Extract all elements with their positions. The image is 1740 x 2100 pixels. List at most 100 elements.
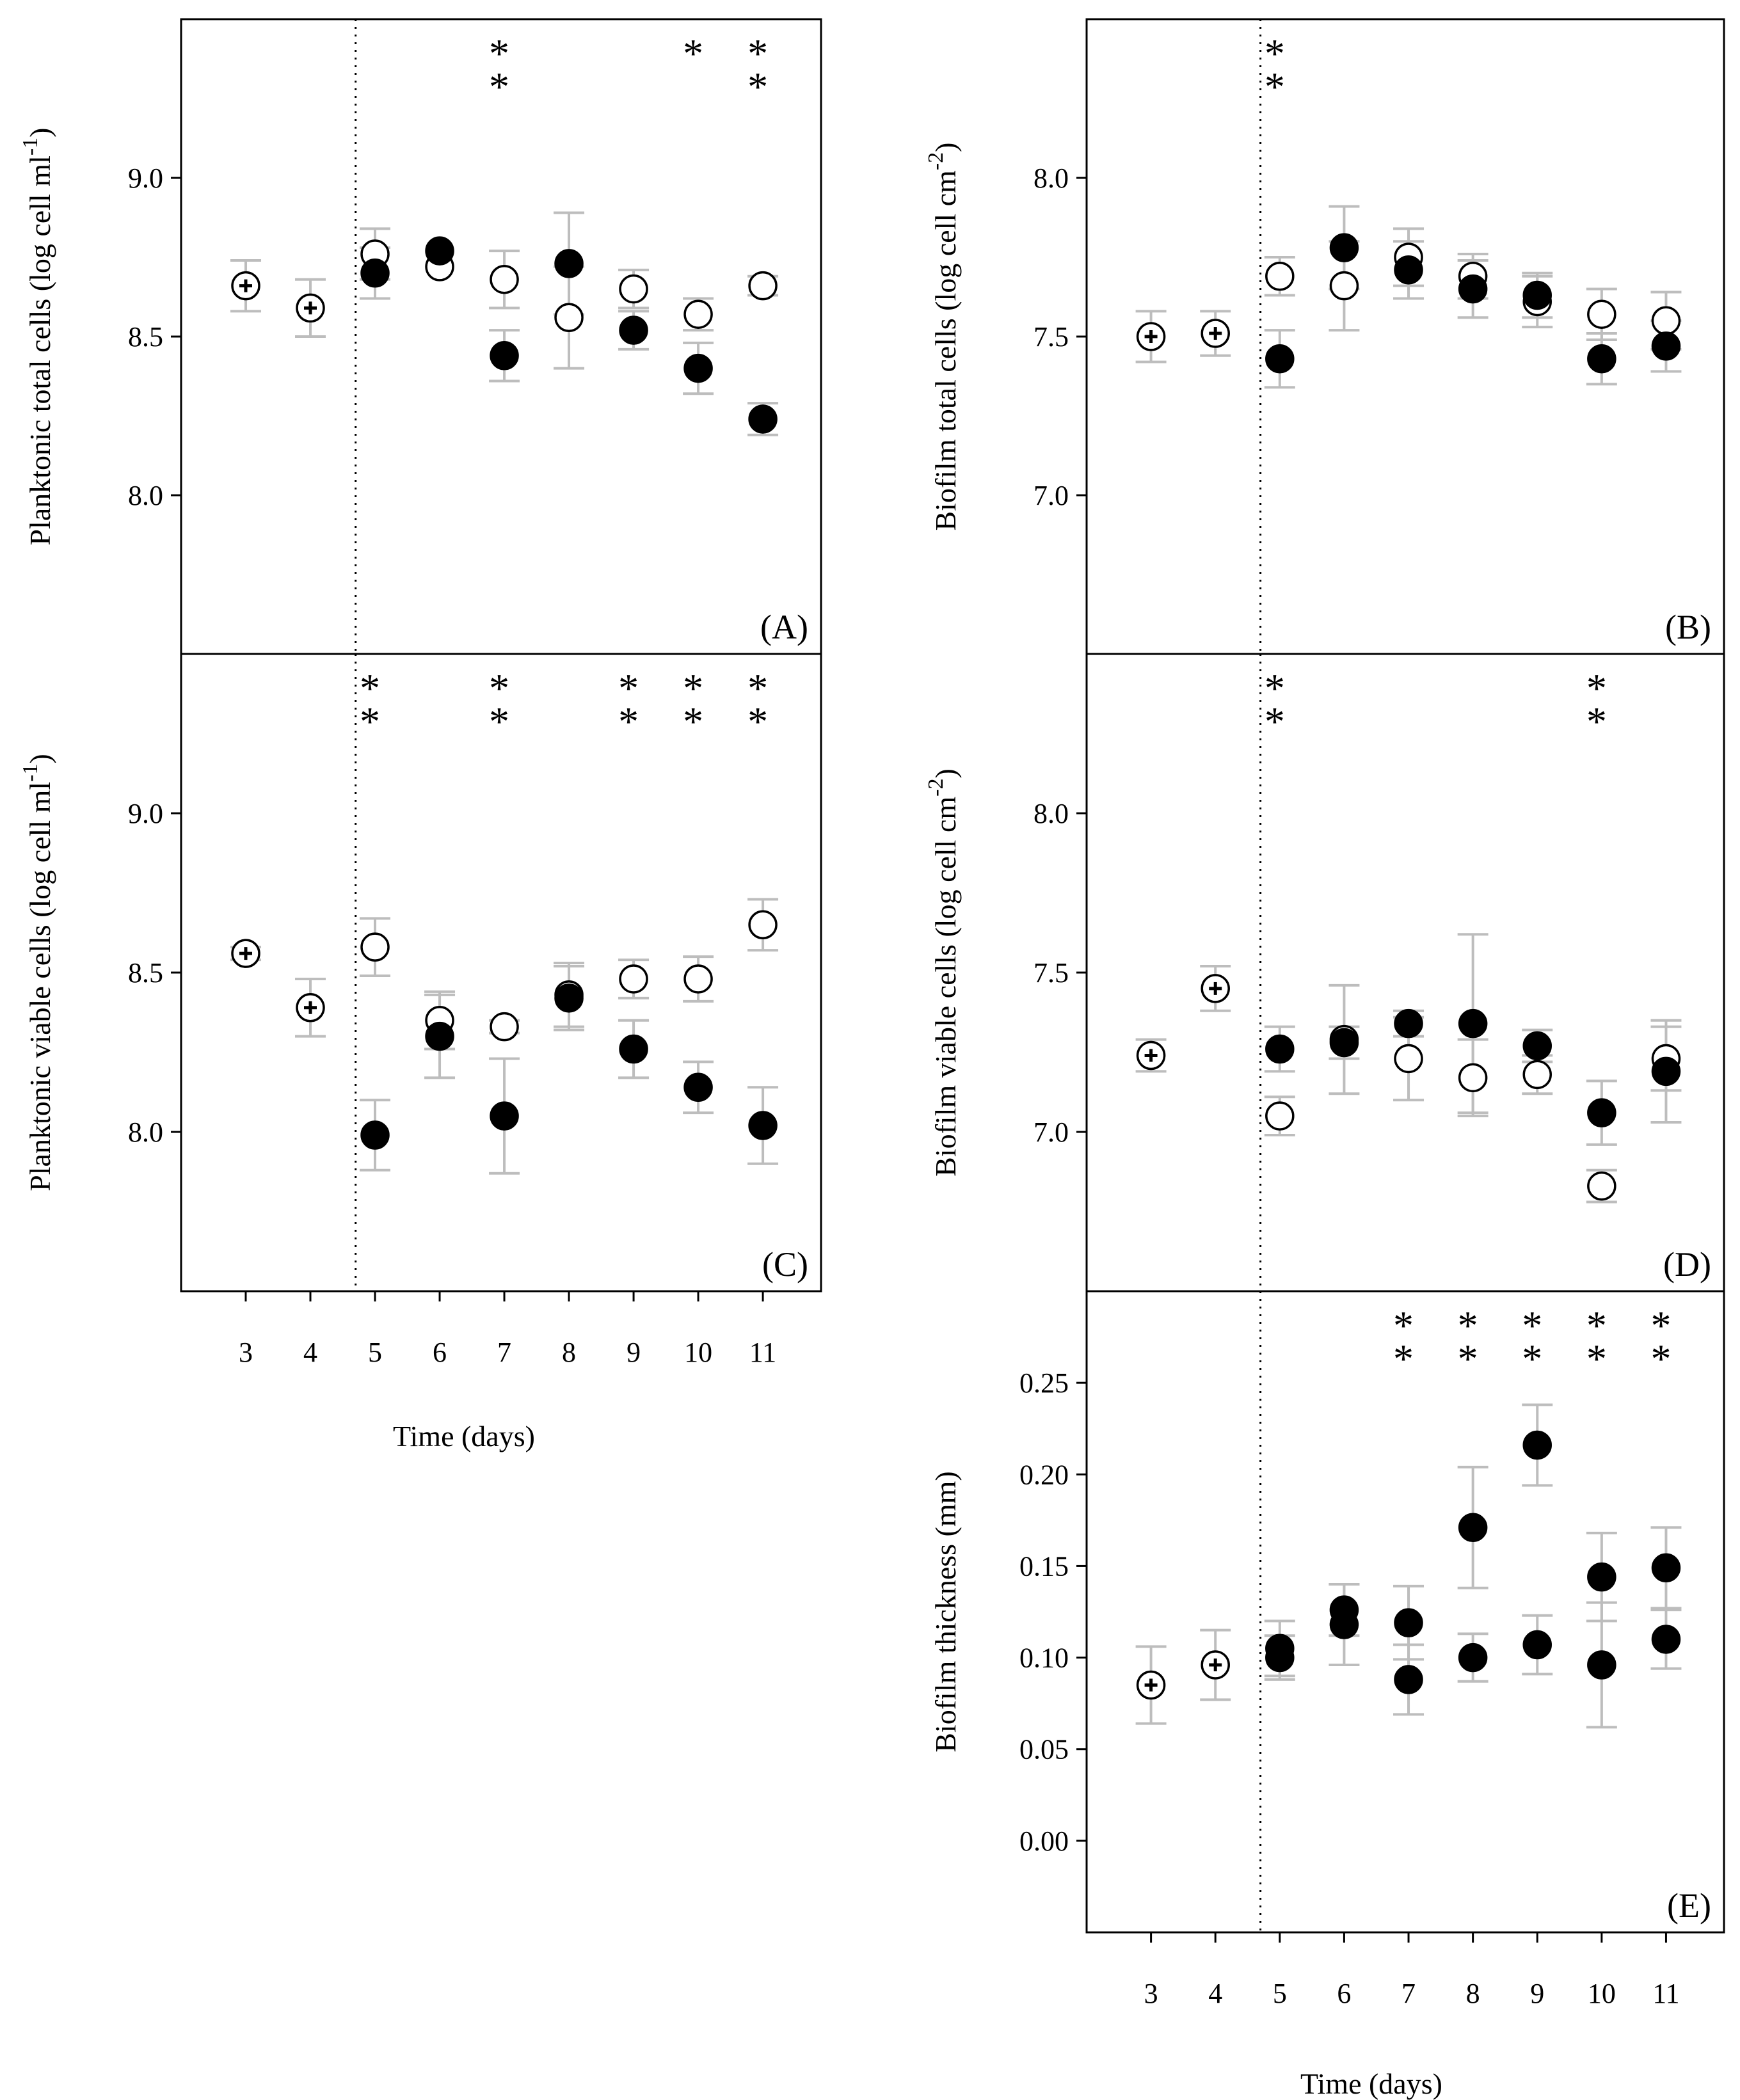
x-tick-label: 6	[433, 1337, 447, 1368]
data-point-filled	[1587, 1562, 1616, 1592]
data-point-filled	[1394, 1665, 1423, 1694]
data-point-filled	[1265, 1034, 1295, 1064]
data-point-filled	[360, 1120, 390, 1150]
panel-label: (A)	[760, 608, 808, 646]
panel-label: (C)	[762, 1245, 808, 1284]
data-point-filled	[619, 1034, 648, 1064]
data-point-open	[619, 964, 648, 994]
plot-frame	[1085, 653, 1725, 1293]
data-point-filled	[554, 249, 584, 278]
significance-marker: *	[747, 699, 768, 744]
data-point-filled	[683, 1072, 713, 1102]
significance-marker: *	[1586, 1303, 1607, 1348]
y-axis-label: Planktonic total cells (log cell ml-1)	[19, 127, 56, 545]
data-point-open	[490, 264, 519, 294]
y-axis-label-close: )	[929, 142, 962, 152]
panel-label: (E)	[1667, 1886, 1711, 1925]
data-point-filled	[1458, 1513, 1488, 1543]
data-point-filled	[1651, 1553, 1681, 1583]
y-tick-label: 8.0	[128, 480, 163, 511]
significance-marker: *	[1586, 1336, 1607, 1381]
y-axis-label-close: )	[24, 127, 56, 137]
panel-label: (D)	[1663, 1245, 1711, 1284]
data-point-filled	[554, 983, 584, 1013]
panel-b: 7.0 7.5 8.0 Biofilm total cells (log cell c…	[924, 18, 1725, 655]
data-point-open	[683, 964, 713, 994]
data-point-open	[1394, 1044, 1423, 1074]
y-axis-label-superscript: -1	[19, 138, 42, 155]
y-axis-label-superscript: -2	[924, 778, 948, 796]
y-tick-label: 0.15	[1019, 1550, 1069, 1582]
significance-marker: *	[1265, 31, 1285, 76]
panel-a: 8.0 8.5 9.0 Planktonic total cells (log cel…	[19, 18, 822, 655]
data-point-filled	[425, 1021, 454, 1051]
significance-marker: *	[683, 31, 703, 76]
significance-marker: *	[1458, 1303, 1478, 1348]
data-point-open	[1522, 1060, 1552, 1090]
significance-marker: *	[618, 665, 639, 711]
y-axis-label-main: Biofilm total cells (log cell cm	[929, 170, 962, 531]
x-axis-title-left: Time (days)	[393, 1420, 535, 1452]
data-point-filled	[1651, 1625, 1681, 1654]
x-tick-label: 10	[1588, 1978, 1616, 2009]
significance-marker: *	[1650, 1303, 1671, 1348]
data-point-filled	[490, 341, 519, 370]
data-point-filled	[748, 404, 778, 434]
significance-marker: *	[747, 64, 768, 109]
data-point-open	[1329, 271, 1359, 301]
data-point-filled	[619, 315, 648, 345]
significance-marker: *	[1265, 64, 1285, 109]
y-tick-label: 7.0	[1034, 1117, 1069, 1148]
plot-frame	[1085, 18, 1725, 655]
x-tick-label: 5	[1273, 1978, 1287, 2009]
data-point-open	[683, 299, 713, 330]
x-tick-label: 8	[562, 1337, 576, 1368]
data-point-filled	[1329, 1028, 1359, 1058]
y-axis-label: Biofilm total cells (log cell cm-2)	[924, 142, 962, 530]
data-point-filled	[1522, 1630, 1552, 1660]
significance-marker: *	[1586, 665, 1607, 711]
plot-frame	[180, 18, 822, 655]
y-axis-label: Planktonic viable cells (log cell ml-1)	[19, 754, 56, 1191]
plot-frame	[180, 653, 822, 1293]
significance-marker: *	[618, 699, 639, 744]
data-point-open	[1651, 306, 1681, 335]
data-point-open	[1587, 299, 1616, 330]
x-tick-label: 5	[368, 1337, 382, 1368]
y-axis-label: Biofilm viable cells (log cell cm-2)	[924, 768, 962, 1177]
data-point-filled	[1587, 344, 1616, 374]
x-tick-label: 9	[1530, 1978, 1544, 2009]
data-point-filled	[1394, 255, 1423, 285]
x-tick-label: 7	[497, 1337, 511, 1368]
data-point-filled	[1651, 1056, 1681, 1086]
x-tick-label: 4	[1208, 1978, 1222, 2009]
data-point-open	[1458, 1063, 1488, 1093]
x-axis-title-right: Time (days)	[1300, 2067, 1442, 2100]
data-point-filled	[1265, 1634, 1295, 1664]
significance-marker: *	[489, 64, 509, 109]
significance-marker: *	[1265, 665, 1285, 711]
y-tick-label: 0.10	[1019, 1643, 1069, 1674]
y-axis-label: Biofilm thickness (mm)	[929, 1471, 962, 1753]
plot-frame	[1085, 1290, 1725, 1934]
y-tick-label: 8.5	[128, 321, 163, 353]
data-point-filled	[683, 353, 713, 383]
significance-marker: *	[1458, 1336, 1478, 1381]
y-tick-label: 0.20	[1019, 1459, 1069, 1490]
significance-marker: *	[489, 665, 509, 711]
y-tick-label: 8.0	[1034, 163, 1069, 194]
y-tick-label: 7.5	[1034, 957, 1069, 989]
y-axis-label-close: )	[929, 768, 962, 778]
significance-marker: *	[683, 699, 703, 744]
data-point-open	[748, 910, 778, 940]
panel-c: 8.0 8.5 9.0 3 4 5 6 7 8 9 10 11 Planktonic viable ce…	[19, 653, 822, 1368]
data-point-filled	[1522, 1430, 1552, 1460]
data-point-filled	[1522, 1031, 1552, 1061]
significance-marker: *	[1522, 1303, 1542, 1348]
data-point-filled	[1651, 331, 1681, 361]
data-point-open	[619, 274, 648, 304]
y-tick-label: 0.05	[1019, 1734, 1069, 1765]
panel-e: 0.00 0.05 0.10 0.15 0.20 0.25 3 4 5 6 7 8 9 10 11 Biofi…	[929, 1290, 1725, 2009]
data-point-open	[554, 303, 584, 332]
y-axis-label-close: )	[24, 754, 56, 763]
